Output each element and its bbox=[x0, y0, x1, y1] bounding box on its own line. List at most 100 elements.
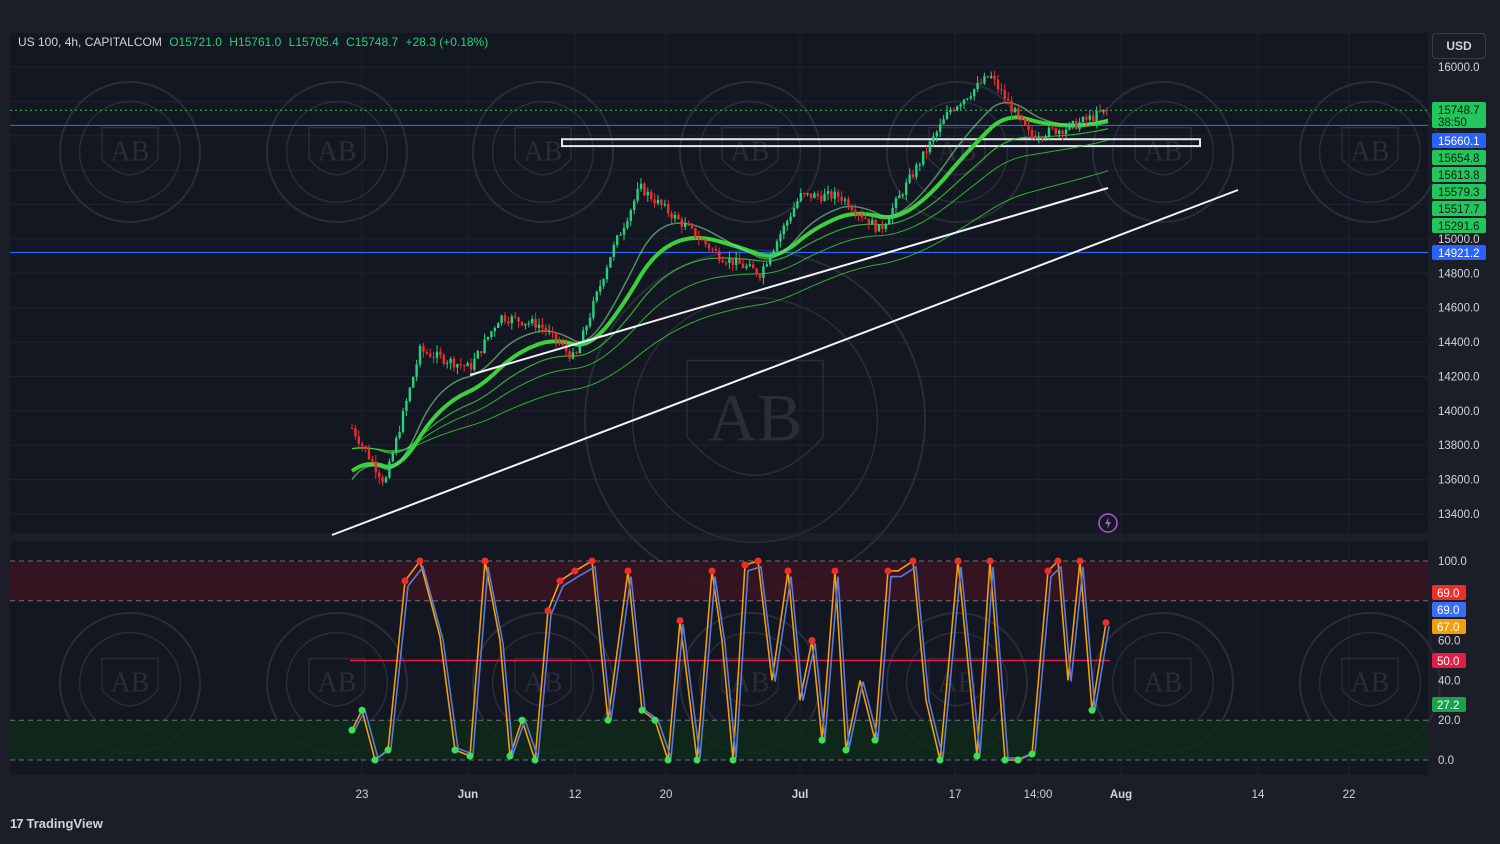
symbol-legend[interactable]: US 100, 4h, CAPITALCOM O15721.0 H15761.0… bbox=[18, 35, 488, 49]
candle-body bbox=[809, 193, 813, 199]
candle-body bbox=[646, 191, 649, 196]
tradingview-icon: 17 bbox=[10, 816, 24, 831]
price-tag bbox=[1432, 201, 1486, 216]
candle-body bbox=[952, 109, 955, 111]
price-tag bbox=[1432, 218, 1486, 233]
candle-body bbox=[1010, 100, 1013, 113]
price-tag bbox=[1432, 167, 1486, 182]
candle-body bbox=[531, 319, 534, 324]
watermark-text: AB bbox=[318, 136, 357, 167]
osc-buy-dot bbox=[506, 752, 514, 760]
candle-body bbox=[493, 328, 496, 332]
ema-line bbox=[351, 139, 1109, 453]
osc-buy-dot bbox=[842, 746, 850, 754]
time-axis[interactable]: 23 Jun 12 20 Jul 17 14:00 Aug 14 22 bbox=[356, 789, 1356, 801]
candle-body bbox=[816, 193, 819, 196]
price-tag-label: 15517.7 bbox=[1438, 204, 1480, 216]
candle-body bbox=[969, 96, 972, 99]
currency-button[interactable]: USD bbox=[1432, 33, 1486, 59]
tradingview-logo[interactable]: 17 TradingView bbox=[10, 816, 103, 831]
candle-body bbox=[527, 323, 530, 325]
trendline-lower bbox=[331, 189, 1239, 536]
candle-body bbox=[449, 358, 452, 363]
candle-body bbox=[1095, 110, 1098, 121]
candle-body bbox=[718, 250, 721, 261]
candle-body bbox=[837, 191, 840, 197]
oscillator-axis[interactable]: 100.0 60.0 40.0 20.0 0.0 69.0 69.0 67.0 50.0 27.2 bbox=[1432, 556, 1467, 767]
osc-sell-dot bbox=[884, 567, 892, 575]
candle-body bbox=[670, 213, 673, 219]
price-tag-label: 15660.1 bbox=[1438, 136, 1480, 148]
price-tag-label: 15748.7 bbox=[1438, 105, 1480, 117]
candle-body bbox=[622, 227, 626, 235]
candle-body bbox=[823, 193, 826, 201]
price-axis[interactable]: 16000.0 14800.0 14600.0 14400.0 14200.0 14000… bbox=[1432, 62, 1486, 521]
candle-body bbox=[901, 194, 904, 196]
candle-body bbox=[486, 336, 490, 340]
candle-body bbox=[731, 258, 734, 266]
candle-body bbox=[350, 428, 354, 430]
candle-body bbox=[871, 219, 874, 225]
moving-averages bbox=[350, 101, 1109, 481]
price-tick-label: 13600.0 bbox=[1438, 475, 1480, 487]
candle-body bbox=[888, 218, 891, 225]
candle-body bbox=[463, 365, 466, 367]
candle-body bbox=[503, 315, 507, 322]
candle-body bbox=[446, 362, 449, 364]
candle-body bbox=[701, 239, 704, 241]
osc-tag-label: 50.0 bbox=[1437, 656, 1459, 668]
candle-body bbox=[500, 315, 503, 324]
candle-body bbox=[418, 345, 422, 365]
main-pane[interactable] bbox=[10, 33, 1428, 533]
price-tag bbox=[1432, 133, 1486, 148]
candle-body bbox=[565, 344, 568, 352]
lightning-icon[interactable] bbox=[1098, 513, 1118, 533]
oversold-zone bbox=[10, 720, 1428, 760]
candle-body bbox=[1024, 119, 1027, 126]
osc-buy-dot bbox=[371, 756, 379, 764]
candle-body bbox=[476, 351, 479, 359]
candle-body bbox=[367, 449, 371, 460]
candle-body bbox=[687, 223, 690, 226]
candle-body bbox=[799, 193, 802, 202]
candle-body bbox=[432, 356, 435, 358]
candle-body bbox=[986, 76, 989, 78]
candle-body bbox=[558, 341, 561, 344]
osc-sell-dot bbox=[1054, 557, 1062, 565]
candle-body bbox=[796, 201, 799, 208]
candle-body bbox=[384, 477, 388, 483]
candle-body bbox=[497, 323, 500, 329]
candle-body bbox=[813, 193, 816, 199]
candle-body bbox=[364, 445, 367, 450]
candle-body bbox=[1088, 115, 1091, 120]
candlestick-series[interactable] bbox=[350, 71, 1108, 487]
candle-body bbox=[973, 89, 976, 97]
candle-body bbox=[786, 221, 789, 226]
candle-body bbox=[738, 257, 741, 264]
candle-body bbox=[456, 364, 459, 368]
candle-body bbox=[877, 224, 881, 232]
osc-buy-dot bbox=[1014, 756, 1022, 764]
osc-sell-dot bbox=[1102, 619, 1110, 627]
candle-body bbox=[412, 376, 415, 388]
candle-body bbox=[881, 224, 884, 230]
high-label: H bbox=[229, 35, 238, 49]
watermark-shield bbox=[721, 126, 779, 176]
time-tick-label: Jul bbox=[792, 789, 809, 801]
candle-body bbox=[609, 256, 612, 268]
watermark-shield bbox=[308, 657, 366, 707]
candle-body bbox=[677, 214, 680, 220]
candle-body bbox=[656, 199, 660, 204]
price-tag-label: 15654.8 bbox=[1438, 153, 1480, 165]
watermark-ring bbox=[285, 100, 389, 204]
osc-buy-dot bbox=[384, 746, 392, 754]
candle-body bbox=[534, 319, 537, 328]
candle-body bbox=[1058, 130, 1061, 135]
symbol-label[interactable]: US 100, 4h, CAPITALCOM bbox=[18, 35, 162, 49]
candle-body bbox=[405, 401, 408, 412]
trendlines[interactable] bbox=[331, 187, 1239, 536]
change-value: +28.3 (+0.18%) bbox=[405, 35, 489, 49]
watermark-ring bbox=[698, 100, 802, 204]
candle-body bbox=[602, 279, 605, 286]
